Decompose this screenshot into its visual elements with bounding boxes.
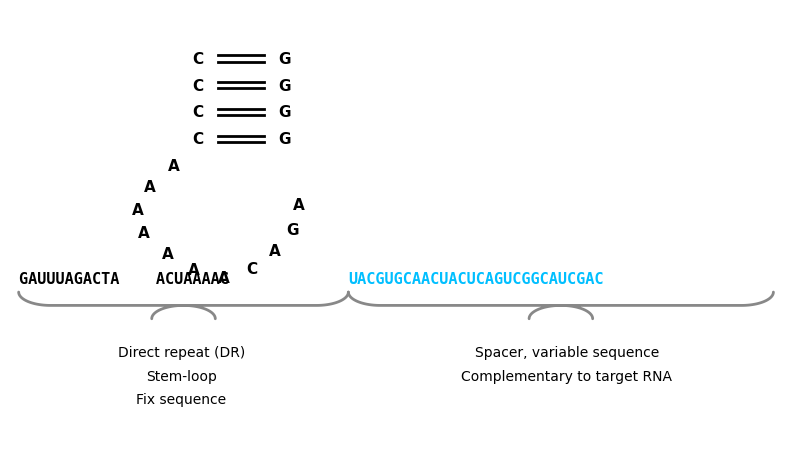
Text: Spacer, variable sequence: Spacer, variable sequence — [474, 346, 659, 359]
Text: G: G — [278, 52, 291, 67]
Text: C: C — [246, 261, 257, 276]
Text: A: A — [269, 243, 280, 258]
Text: A: A — [138, 225, 150, 240]
Text: A: A — [132, 202, 144, 217]
Text: G: G — [286, 222, 299, 238]
Text: A: A — [187, 263, 199, 278]
Text: GAUUUAGACTA    ACUAAAAC: GAUUUAGACTA ACUAAAAC — [18, 272, 229, 287]
Text: G: G — [278, 79, 291, 93]
Text: Fix sequence: Fix sequence — [137, 392, 226, 406]
Text: G: G — [278, 105, 291, 120]
Text: Complementary to target RNA: Complementary to target RNA — [462, 369, 672, 383]
Text: A: A — [162, 247, 174, 262]
Text: A: A — [144, 180, 156, 195]
Text: A: A — [218, 270, 230, 285]
Text: Direct repeat (DR): Direct repeat (DR) — [118, 346, 245, 359]
Text: C: C — [192, 52, 203, 67]
Text: C: C — [192, 79, 203, 93]
Text: A: A — [294, 198, 305, 212]
Text: Stem-loop: Stem-loop — [146, 369, 217, 383]
Text: G: G — [278, 132, 291, 147]
Text: A: A — [168, 158, 179, 173]
Text: UACGUGCAACUACUCAGUCGGCAUCGAC: UACGUGCAACUACUCAGUCGGCAUCGAC — [348, 272, 604, 287]
Text: C: C — [192, 105, 203, 120]
Text: C: C — [192, 132, 203, 147]
